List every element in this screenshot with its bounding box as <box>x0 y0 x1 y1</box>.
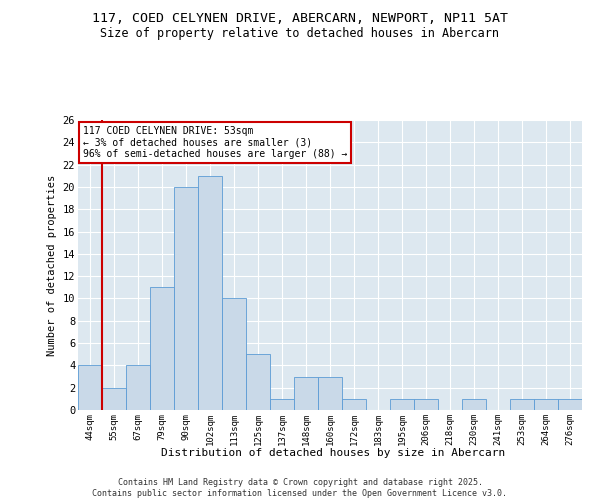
Bar <box>174 187 198 410</box>
Bar <box>270 399 294 410</box>
Bar <box>126 366 150 410</box>
Bar <box>510 399 534 410</box>
Bar <box>222 298 246 410</box>
Bar <box>294 376 318 410</box>
Bar <box>198 176 222 410</box>
Bar <box>390 399 414 410</box>
Bar <box>342 399 366 410</box>
Bar <box>534 399 558 410</box>
Bar <box>246 354 270 410</box>
Bar <box>558 399 582 410</box>
Bar <box>318 376 342 410</box>
Text: 117, COED CELYNEN DRIVE, ABERCARN, NEWPORT, NP11 5AT: 117, COED CELYNEN DRIVE, ABERCARN, NEWPO… <box>92 12 508 26</box>
Bar <box>78 366 102 410</box>
Text: 117 COED CELYNEN DRIVE: 53sqm
← 3% of detached houses are smaller (3)
96% of sem: 117 COED CELYNEN DRIVE: 53sqm ← 3% of de… <box>83 126 347 159</box>
Text: Distribution of detached houses by size in Abercarn: Distribution of detached houses by size … <box>161 448 505 458</box>
Bar <box>462 399 486 410</box>
Text: Contains HM Land Registry data © Crown copyright and database right 2025.
Contai: Contains HM Land Registry data © Crown c… <box>92 478 508 498</box>
Bar <box>414 399 438 410</box>
Text: Size of property relative to detached houses in Abercarn: Size of property relative to detached ho… <box>101 28 499 40</box>
Bar <box>150 288 174 410</box>
Bar <box>102 388 126 410</box>
Y-axis label: Number of detached properties: Number of detached properties <box>47 174 57 356</box>
